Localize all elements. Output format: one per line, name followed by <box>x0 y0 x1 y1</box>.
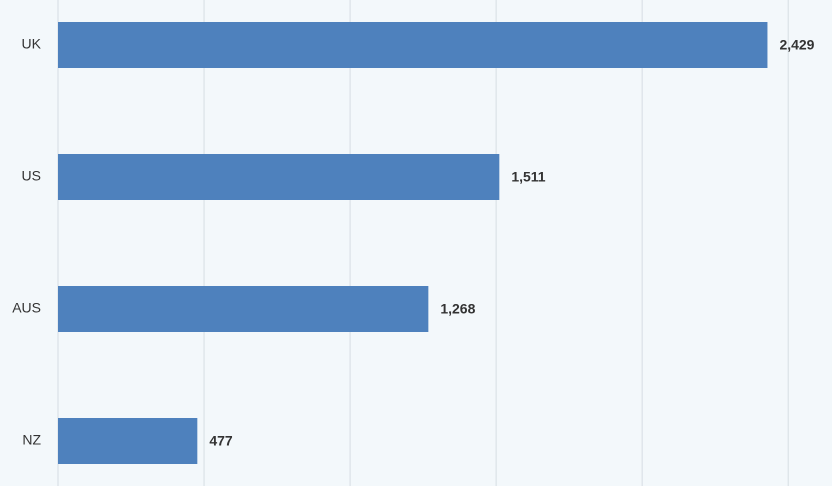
value-label: 2,429 <box>779 37 814 53</box>
bar <box>58 22 768 68</box>
bar <box>58 418 198 464</box>
y-tick-label: NZ <box>22 432 41 448</box>
bar <box>58 154 500 200</box>
value-label: 477 <box>209 433 233 449</box>
bar <box>58 286 429 332</box>
y-tick-label: UK <box>22 36 42 52</box>
value-label: 1,511 <box>511 169 545 185</box>
y-tick-label: US <box>22 168 41 184</box>
y-tick-label: AUS <box>12 300 41 316</box>
value-label: 1,268 <box>440 301 475 317</box>
